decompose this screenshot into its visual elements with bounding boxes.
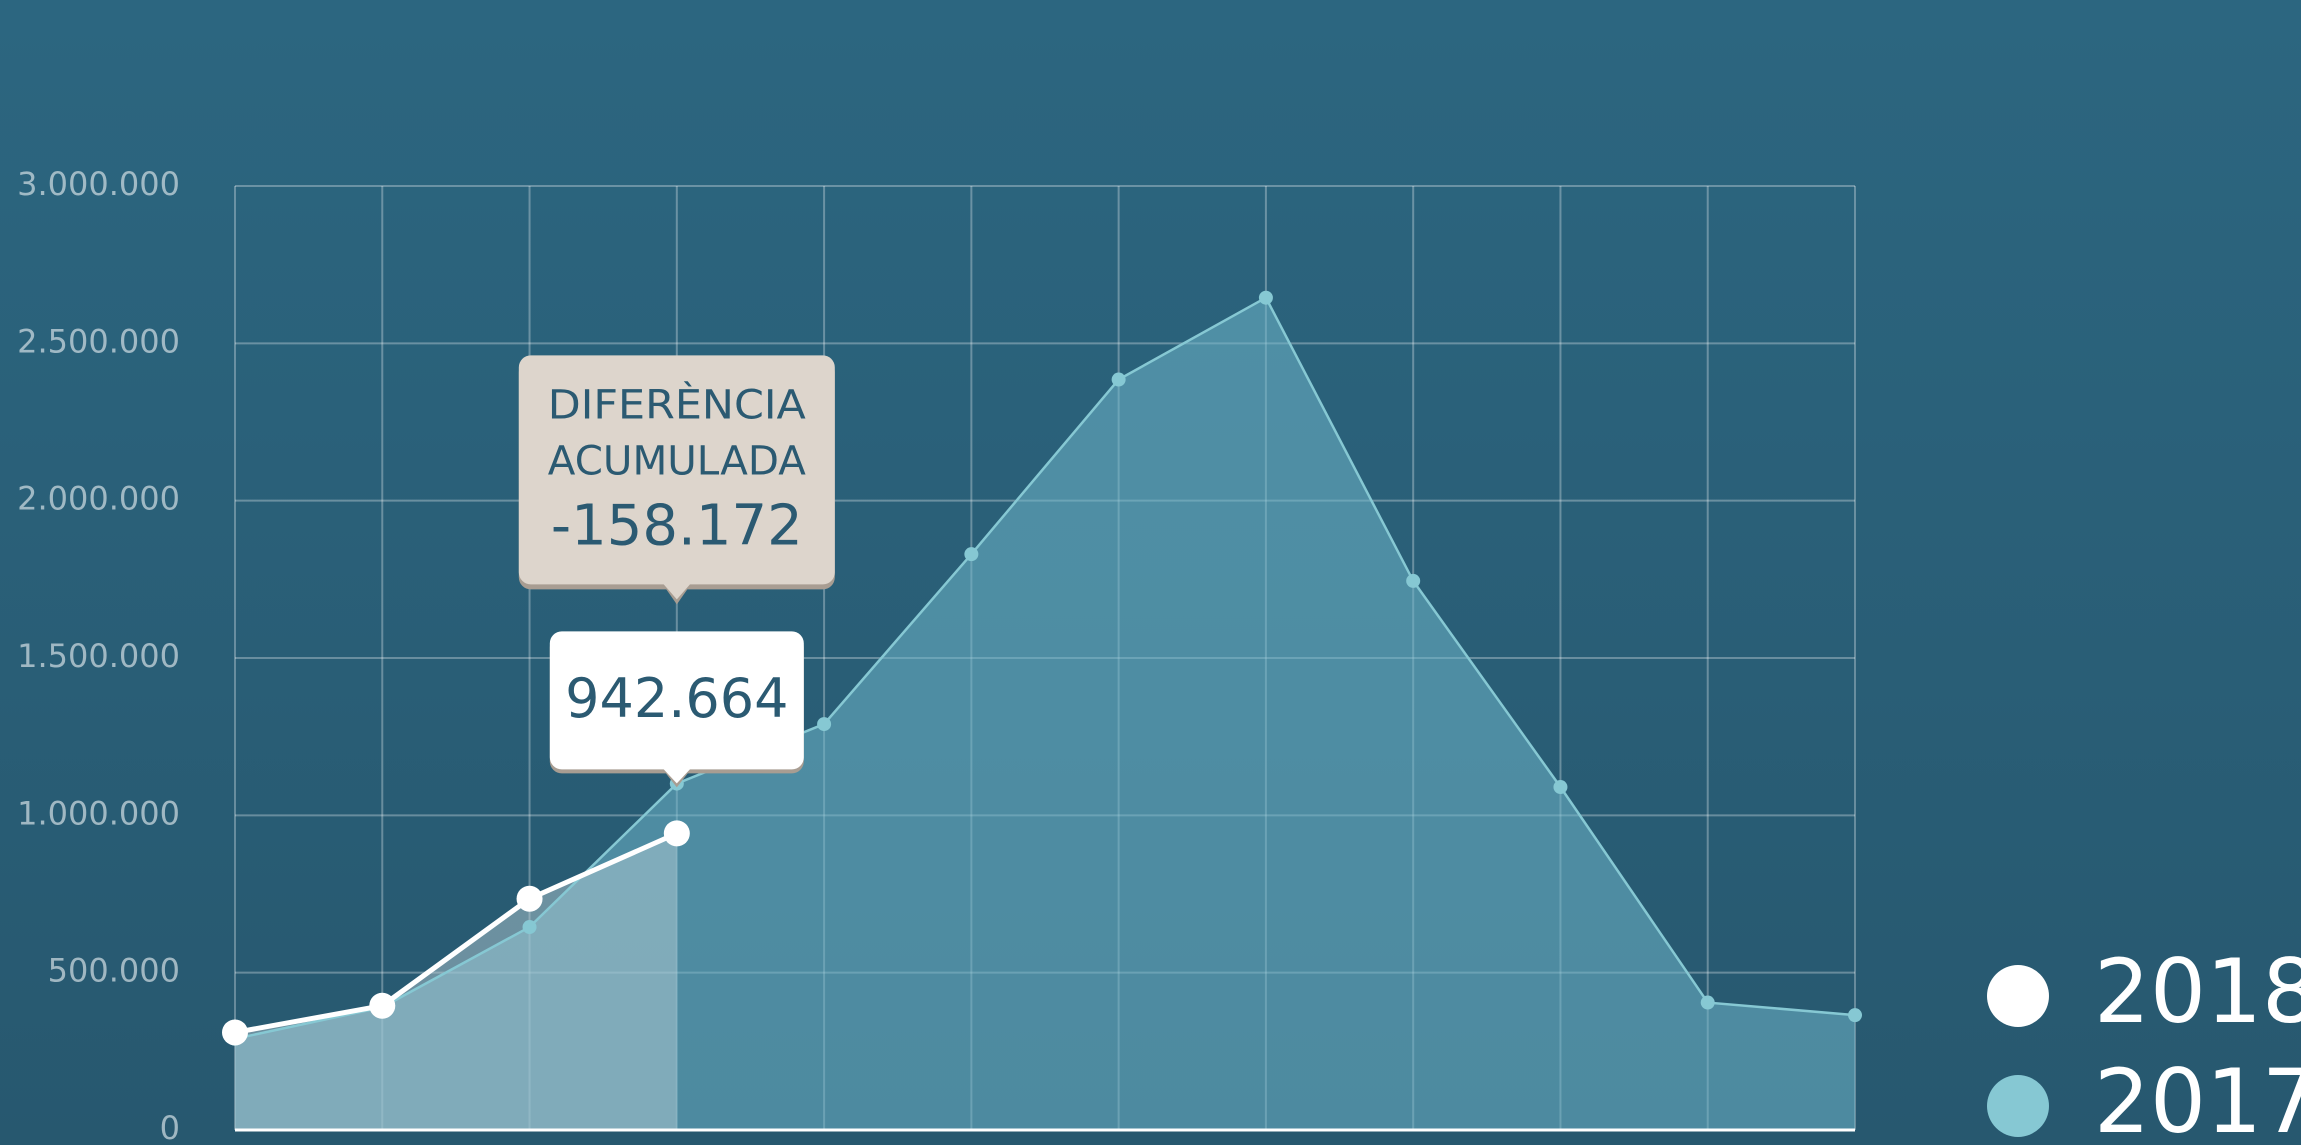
- y-tick-label: 2.000.000: [17, 480, 180, 518]
- legend-swatch: [1987, 965, 2049, 1027]
- point: [964, 547, 979, 562]
- point: [222, 1019, 248, 1046]
- point: [817, 717, 832, 732]
- point: [1553, 780, 1568, 795]
- line: [234, 295, 1856, 1040]
- y-tick-label: 2.500.000: [17, 322, 180, 360]
- legend-swatch: [1987, 1075, 2049, 1137]
- area: [235, 833, 677, 1130]
- y-tick-label: 500.000: [48, 952, 180, 990]
- annotation-title: DIFERÈNCIA: [548, 380, 807, 428]
- point: [522, 920, 537, 935]
- legend-label: 2018: [2094, 940, 2301, 1043]
- y-tick-label: 3.000.000: [17, 165, 180, 203]
- tooltip: [549, 631, 804, 770]
- annotation-value: -158.172: [551, 494, 803, 559]
- line: [234, 831, 678, 1035]
- annotation-title: ACUMULADA: [548, 438, 807, 484]
- point: [1111, 372, 1126, 387]
- annotation: [518, 355, 835, 585]
- y-tick-label: 0: [160, 1109, 180, 1145]
- area: [235, 297, 1855, 1130]
- y-tick-label: 1.000.000: [17, 794, 180, 832]
- point: [1258, 290, 1273, 305]
- point: [516, 885, 543, 912]
- point: [369, 992, 396, 1019]
- point: [1406, 573, 1421, 588]
- y-tick-label: 1.500.000: [17, 637, 180, 675]
- point: [663, 820, 690, 847]
- value-label: 942.664: [565, 667, 788, 730]
- tooltip-pointer: [662, 768, 691, 784]
- point: [1700, 995, 1715, 1010]
- legend-label: 2017: [2094, 1050, 2301, 1145]
- annotation-pointer: [662, 583, 691, 600]
- point: [1848, 1008, 1862, 1023]
